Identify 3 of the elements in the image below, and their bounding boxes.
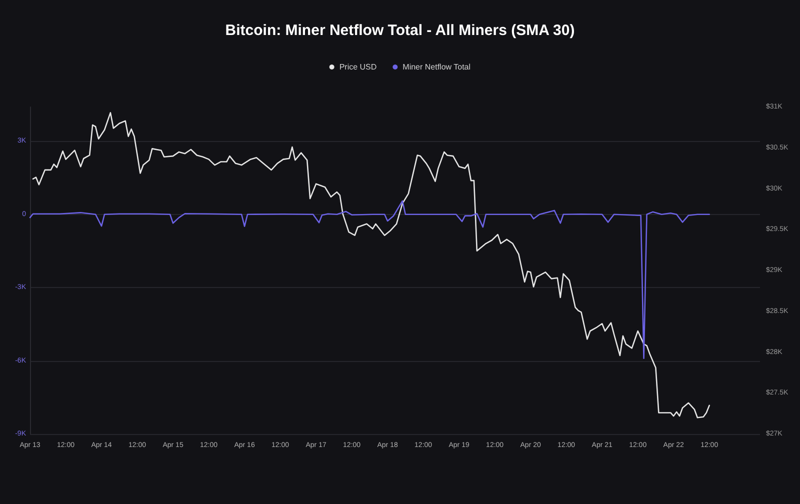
legend-label: Miner Netflow Total (402, 62, 471, 72)
legend-label: Price USD (339, 62, 377, 72)
chart-title: Bitcoin: Miner Netflow Total - All Miners (SMA 30) (225, 22, 575, 39)
